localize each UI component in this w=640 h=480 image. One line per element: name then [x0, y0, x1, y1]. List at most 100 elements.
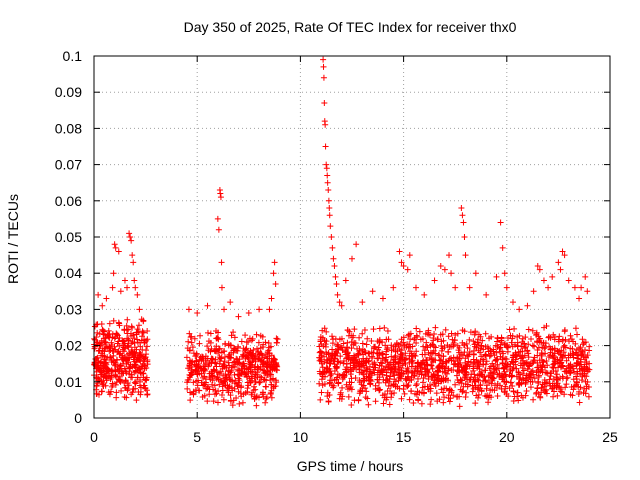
data-point	[124, 385, 131, 392]
data-point	[411, 352, 418, 359]
data-point	[553, 384, 560, 391]
data-point	[117, 377, 124, 384]
data-point	[125, 382, 132, 389]
data-point	[422, 330, 429, 337]
data-point	[385, 336, 392, 343]
data-point	[421, 361, 428, 368]
data-point	[512, 356, 519, 363]
data-point	[455, 347, 462, 354]
data-point	[563, 381, 570, 388]
data-point	[201, 392, 208, 399]
data-point	[543, 357, 550, 364]
data-point	[577, 356, 584, 363]
data-point	[450, 354, 457, 361]
data-point	[526, 363, 533, 370]
data-point	[245, 349, 252, 356]
data-point	[574, 370, 581, 377]
data-point	[513, 365, 520, 372]
data-point	[321, 381, 328, 388]
data-point	[372, 343, 379, 350]
data-point	[376, 379, 383, 386]
data-point	[372, 382, 379, 389]
data-point	[136, 349, 143, 356]
data-point	[267, 390, 274, 397]
data-point	[579, 349, 586, 356]
data-point	[321, 100, 328, 107]
data-point	[554, 371, 561, 378]
data-point	[253, 402, 260, 409]
data-point	[398, 395, 405, 402]
data-point	[480, 346, 487, 353]
data-point	[221, 306, 228, 313]
data-point	[556, 333, 563, 340]
data-point	[551, 336, 558, 343]
data-point	[330, 352, 337, 359]
data-point	[94, 380, 101, 387]
data-point	[318, 389, 325, 396]
data-point	[462, 362, 469, 369]
data-point	[469, 388, 476, 395]
data-point	[457, 360, 464, 367]
data-point	[527, 335, 534, 342]
data-point	[242, 355, 249, 362]
data-point	[436, 364, 443, 371]
data-point	[372, 364, 379, 371]
data-point	[446, 398, 453, 405]
data-point	[402, 375, 409, 382]
data-point	[266, 306, 273, 313]
data-point	[378, 369, 385, 376]
data-point	[394, 347, 401, 354]
data-point	[360, 370, 367, 377]
data-point	[188, 333, 195, 340]
data-point	[509, 343, 516, 350]
data-point	[359, 299, 366, 306]
data-point	[466, 284, 473, 291]
data-point	[329, 244, 336, 251]
data-point	[541, 379, 548, 386]
data-point	[380, 376, 387, 383]
data-point	[457, 377, 464, 384]
data-point	[98, 320, 105, 327]
data-point	[355, 363, 362, 370]
data-point	[143, 351, 150, 358]
data-point	[420, 343, 427, 350]
data-point	[143, 377, 150, 384]
data-point	[100, 364, 107, 371]
data-point	[520, 377, 527, 384]
data-point	[428, 356, 435, 363]
data-point	[433, 390, 440, 397]
data-point	[559, 362, 566, 369]
data-point	[454, 376, 461, 383]
data-point	[579, 366, 586, 373]
data-point	[485, 345, 492, 352]
y-tick-label: 0.08	[55, 120, 82, 136]
data-point	[478, 342, 485, 349]
data-point	[208, 345, 215, 352]
data-point	[476, 365, 483, 372]
data-point	[524, 302, 531, 309]
data-point	[217, 355, 224, 362]
data-point	[220, 362, 227, 369]
data-point	[97, 341, 104, 348]
data-point	[141, 339, 148, 346]
data-point	[427, 401, 434, 408]
data-point	[249, 362, 256, 369]
data-point	[561, 391, 568, 398]
data-point	[557, 266, 564, 273]
data-point	[114, 331, 121, 338]
data-point	[324, 179, 331, 186]
y-tick-label: 0.05	[55, 229, 82, 245]
data-point	[350, 332, 357, 339]
data-point	[400, 262, 407, 269]
data-point	[431, 380, 438, 387]
data-point	[370, 326, 377, 333]
data-point	[517, 374, 524, 381]
data-point	[475, 331, 482, 338]
data-point	[499, 244, 506, 251]
data-point	[480, 361, 487, 368]
data-point	[322, 121, 329, 128]
data-point	[231, 385, 238, 392]
data-point	[270, 270, 277, 277]
data-point	[429, 365, 436, 372]
data-point	[137, 388, 144, 395]
